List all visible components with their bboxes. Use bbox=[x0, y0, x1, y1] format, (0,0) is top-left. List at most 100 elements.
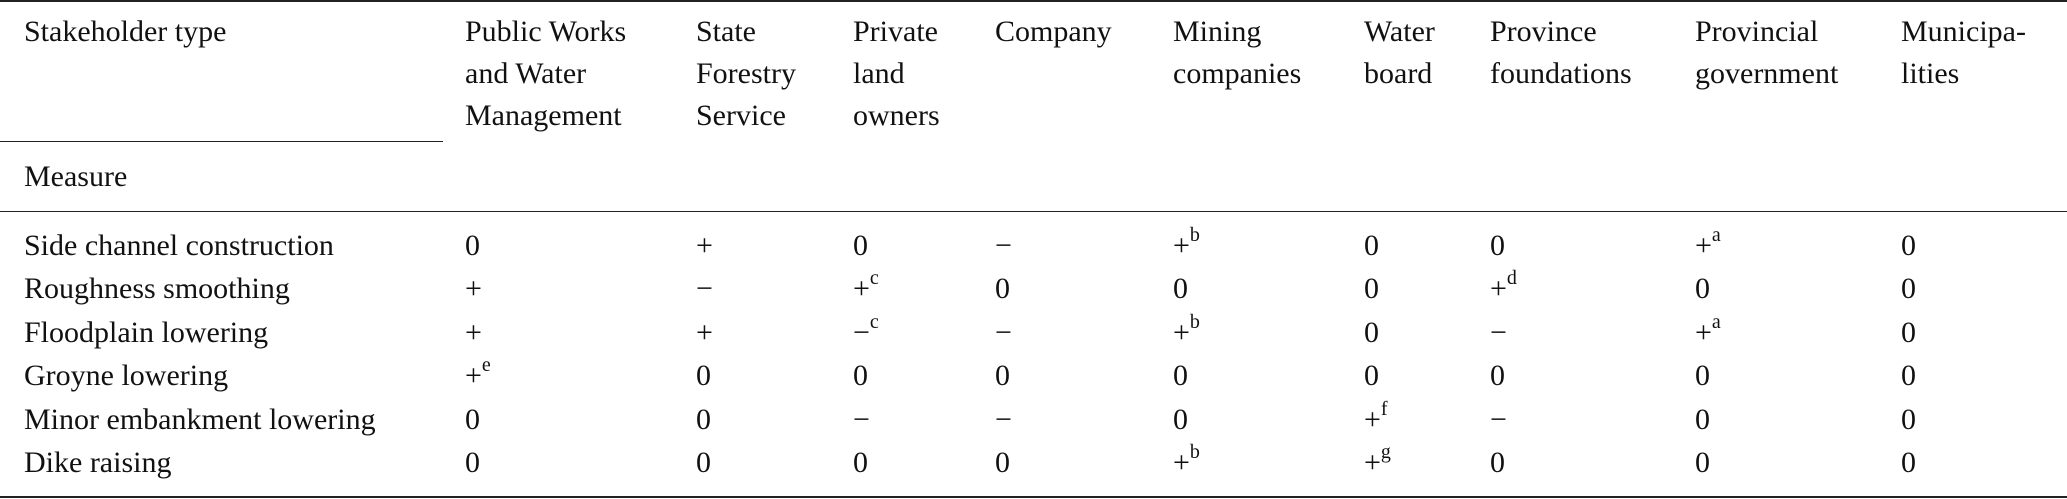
footnote-mark: a bbox=[1711, 311, 1721, 333]
cell: 0 bbox=[1364, 272, 1379, 305]
column-header: Measure bbox=[24, 160, 128, 193]
cell: 0 bbox=[465, 446, 480, 479]
column-header-line: Municipa- bbox=[1901, 15, 2026, 48]
measure-label: Side channel construction bbox=[24, 229, 334, 262]
footnote-mark: d bbox=[1506, 267, 1517, 289]
cell: 0 bbox=[1695, 446, 1710, 479]
column-header-line: Service bbox=[696, 99, 786, 132]
cell-symbol: − bbox=[853, 316, 870, 349]
cell: 0 bbox=[465, 229, 480, 262]
cell: 0 bbox=[1364, 316, 1379, 349]
column-header-line: board bbox=[1364, 57, 1433, 90]
cell: 0 bbox=[1490, 229, 1505, 262]
measure-label: Minor embankment lowering bbox=[24, 403, 376, 436]
column-header-line: and Water bbox=[465, 57, 587, 90]
top-rule bbox=[0, 0, 2067, 2]
cell: 0 bbox=[995, 446, 1010, 479]
column-header-line: State bbox=[696, 15, 756, 48]
footnote-mark: g bbox=[1380, 441, 1391, 463]
cell: 0 bbox=[1490, 359, 1505, 392]
footnote-mark: c bbox=[869, 267, 879, 289]
column-header-line: Water bbox=[1364, 15, 1435, 48]
cell-symbol: + bbox=[853, 272, 870, 305]
footnote-mark: a bbox=[1711, 224, 1721, 246]
cell: 0 bbox=[696, 403, 711, 436]
cell: 0 bbox=[1901, 403, 1916, 436]
cell: +c bbox=[853, 268, 879, 305]
cell-symbol: + bbox=[1173, 446, 1190, 479]
column-header-line: Province bbox=[1490, 15, 1597, 48]
cell-symbol: + bbox=[1364, 446, 1381, 479]
cell: 0 bbox=[853, 229, 868, 262]
cell: − bbox=[1490, 316, 1507, 349]
column-header-line: land bbox=[853, 57, 905, 90]
cell: 0 bbox=[1901, 229, 1916, 262]
measure-label: Roughness smoothing bbox=[24, 272, 290, 305]
cell: 0 bbox=[696, 359, 711, 392]
cell: − bbox=[853, 403, 870, 436]
cell: +g bbox=[1364, 442, 1391, 479]
cell: 0 bbox=[1173, 359, 1188, 392]
cell: 0 bbox=[1695, 359, 1710, 392]
cell: −c bbox=[853, 312, 879, 349]
column-header-line: Provincial bbox=[1695, 15, 1819, 48]
column-header-line: Forestry bbox=[696, 57, 796, 90]
cell: 0 bbox=[1364, 229, 1379, 262]
cell: +d bbox=[1490, 268, 1517, 305]
cell-symbol: + bbox=[1364, 403, 1381, 436]
column-header-line: companies bbox=[1173, 57, 1302, 90]
cell: 0 bbox=[1901, 316, 1916, 349]
column-header-line: owners bbox=[853, 99, 940, 132]
column-header-line: Company bbox=[995, 15, 1112, 48]
cell-symbol: + bbox=[465, 359, 482, 392]
cell: 0 bbox=[995, 272, 1010, 305]
column-header-line: lities bbox=[1901, 57, 1960, 90]
cell: 0 bbox=[1695, 272, 1710, 305]
cell: + bbox=[465, 272, 482, 305]
cell: +b bbox=[1173, 442, 1200, 479]
cell: 0 bbox=[1901, 446, 1916, 479]
mid-rule bbox=[0, 211, 2067, 212]
cell-symbol: + bbox=[1173, 316, 1190, 349]
column-header-line: Mining bbox=[1173, 15, 1262, 48]
footnote-mark: f bbox=[1380, 398, 1388, 420]
column-header-line: Public Works bbox=[465, 15, 627, 48]
measure-label: Dike raising bbox=[24, 446, 172, 479]
cell: 0 bbox=[1173, 272, 1188, 305]
cell: +e bbox=[465, 355, 491, 392]
cell: + bbox=[465, 316, 482, 349]
cell: +a bbox=[1695, 225, 1721, 262]
column-header-line: Private bbox=[853, 15, 938, 48]
cell: 0 bbox=[696, 446, 711, 479]
cell: +b bbox=[1173, 225, 1200, 262]
cell: +b bbox=[1173, 312, 1200, 349]
row-header: Stakeholder type bbox=[24, 15, 227, 48]
cell: 0 bbox=[853, 446, 868, 479]
cell: 0 bbox=[1695, 403, 1710, 436]
cell-symbol: + bbox=[1490, 272, 1507, 305]
cell: + bbox=[696, 316, 713, 349]
column-header-line: foundations bbox=[1490, 57, 1632, 90]
column-header-line: Management bbox=[465, 99, 622, 132]
cell: 0 bbox=[1901, 272, 1916, 305]
cell-symbol: + bbox=[1695, 229, 1712, 262]
cell: − bbox=[1490, 403, 1507, 436]
cell: 0 bbox=[995, 359, 1010, 392]
footnote-mark: b bbox=[1189, 224, 1200, 246]
cell-symbol: + bbox=[1695, 316, 1712, 349]
footnote-mark: b bbox=[1189, 311, 1200, 333]
cell: 0 bbox=[1901, 359, 1916, 392]
column-header-line: government bbox=[1695, 57, 1839, 90]
cell: − bbox=[995, 229, 1012, 262]
cell: + bbox=[696, 229, 713, 262]
cell-symbol: + bbox=[1173, 229, 1190, 262]
header-rule bbox=[0, 141, 443, 142]
footnote-mark: c bbox=[869, 311, 879, 333]
measure-label: Groyne lowering bbox=[24, 359, 229, 392]
cell: 0 bbox=[1364, 359, 1379, 392]
cell: 0 bbox=[465, 403, 480, 436]
cell: +f bbox=[1364, 399, 1388, 436]
cell: 0 bbox=[1490, 446, 1505, 479]
cell: +a bbox=[1695, 312, 1721, 349]
